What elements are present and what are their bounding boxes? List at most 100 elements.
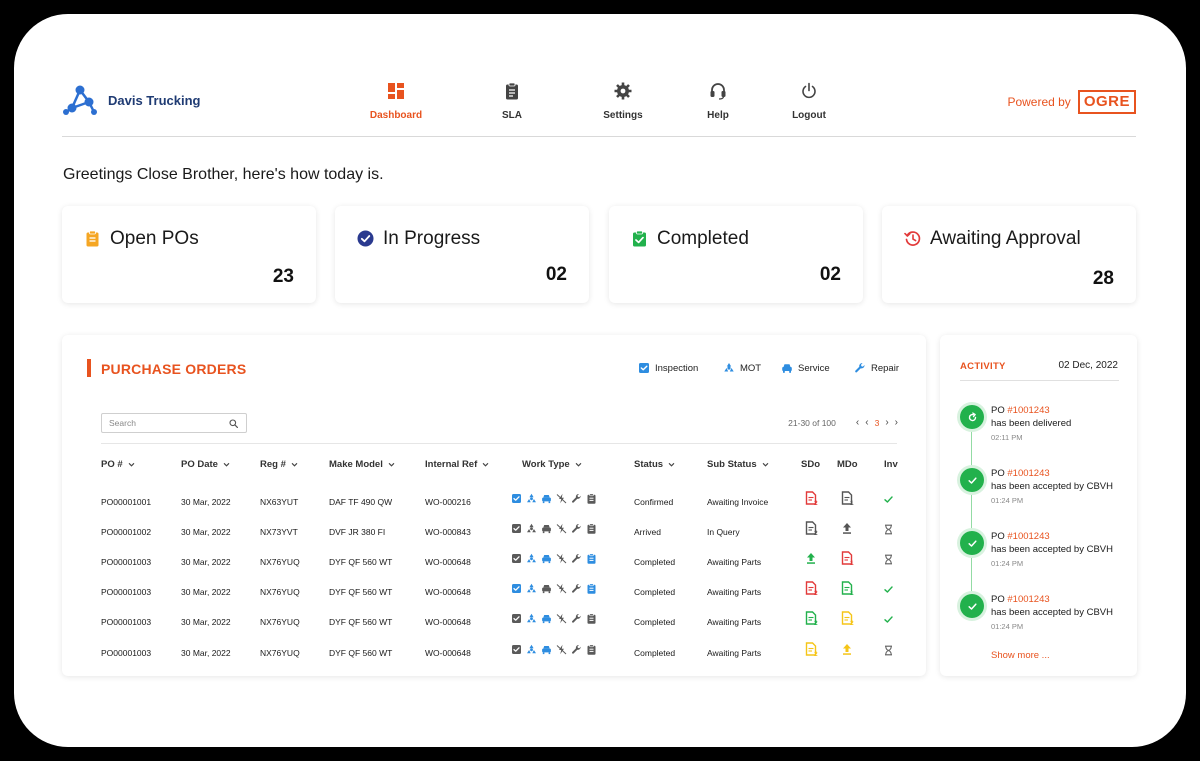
column-label: PO # (101, 459, 123, 470)
stat-card-in-progress[interactable]: In Progress 02 (335, 206, 589, 303)
column-header-internal-ref[interactable]: Internal Ref (425, 459, 489, 470)
stat-card-completed[interactable]: Completed 02 (609, 206, 863, 303)
cell-inv (883, 517, 895, 547)
last-page-button[interactable]: › (894, 417, 898, 428)
sdo-document[interactable]: 2 (805, 491, 821, 509)
mdo-document[interactable] (841, 521, 857, 539)
nav-help[interactable]: Help (678, 82, 758, 123)
upload-icon (807, 553, 815, 564)
document-icon (841, 581, 853, 595)
prev-page-button[interactable]: ‹ (865, 417, 869, 428)
nav-settings[interactable]: Settings (583, 82, 663, 123)
cell-make-model: DYF QF 560 WT (329, 587, 393, 597)
column-header-sdo[interactable]: SDo (801, 459, 820, 470)
cell-po-number: PO00001003 (101, 557, 152, 567)
sdo-document[interactable] (805, 551, 821, 569)
column-label: Make Model (329, 459, 383, 470)
cell-sdo: 2 (805, 487, 821, 517)
history-icon (904, 231, 921, 246)
vendor-logo: OGRE (1077, 90, 1136, 114)
table-row[interactable]: PO00001002 30 Mar, 2022 NX73YVT DVF JR 380 … (62, 517, 926, 547)
table-row[interactable]: PO00001003 30 Mar, 2022 NX76YUQ DYF QF 560 … (62, 638, 926, 668)
table-row[interactable]: PO00001001 30 Mar, 2022 NX63YUT DAF TF 490 … (62, 487, 926, 517)
work-type-icons (511, 613, 597, 624)
mdo-document[interactable] (841, 642, 857, 660)
stat-title: Completed (657, 228, 749, 249)
clipboard-icon (587, 523, 596, 534)
po-link[interactable]: #1001243 (1007, 594, 1050, 605)
sdo-document[interactable]: 2 (805, 611, 821, 629)
table-row[interactable]: PO00001003 30 Mar, 2022 NX76YUQ DYF QF 560 … (62, 577, 926, 607)
cell-internal-ref: WO-000648 (425, 617, 471, 627)
cell-sub-status: Awaiting Invoice (707, 497, 769, 507)
sdo-document[interactable]: 2 (805, 642, 821, 660)
redo-icon (968, 411, 976, 421)
mdo-document[interactable]: 1 (841, 491, 857, 509)
check-icon (884, 586, 893, 593)
powered-by-label: Powered by (1007, 95, 1071, 109)
mdo-document[interactable]: 1 (841, 581, 857, 599)
cell-status: Completed (634, 587, 676, 597)
nav-logout[interactable]: Logout (769, 82, 849, 123)
brand[interactable]: Davis Trucking (62, 82, 200, 118)
headset-icon (710, 83, 726, 100)
first-page-button[interactable]: ‹ (855, 417, 860, 428)
inspection-check-icon (639, 363, 649, 373)
cell-sub-status: Awaiting Parts (707, 557, 762, 567)
po-link[interactable]: #1001243 (1007, 468, 1050, 479)
column-header-status[interactable]: Status (634, 459, 675, 470)
work-type-icons (511, 644, 597, 655)
activity-heading: PO #1001243 (991, 594, 1050, 605)
cell-status: Completed (634, 557, 676, 567)
search-box[interactable] (101, 413, 247, 433)
stat-card-awaiting-approval[interactable]: Awaiting Approval 28 (882, 206, 1136, 303)
activity-status-dot (960, 531, 984, 555)
wrench-icon (572, 493, 581, 503)
sdo-document[interactable]: 2 (805, 521, 821, 539)
chevron-down-icon (482, 462, 489, 467)
cell-reg: NX76YUQ (260, 648, 300, 658)
sdo-document[interactable]: 2 (805, 581, 821, 599)
chevron-down-icon (575, 462, 582, 467)
table-row[interactable]: PO00001003 30 Mar, 2022 NX76YUQ DYF QF 560 … (62, 547, 926, 577)
column-header-po[interactable]: PO # (101, 459, 135, 470)
activity-text: has been accepted by CBVH (991, 481, 1113, 492)
search-input[interactable] (109, 418, 229, 428)
cell-po-number: PO00001003 (101, 587, 152, 597)
search-icon[interactable] (229, 418, 238, 428)
table-divider (101, 443, 897, 444)
nav-label: Help (707, 110, 729, 121)
timeline-line (971, 417, 972, 617)
next-page-button[interactable]: › (885, 417, 889, 428)
work-type-icons (511, 583, 597, 594)
inspection-check-icon (512, 524, 521, 533)
stat-card-open-pos[interactable]: Open POs 23 (62, 206, 316, 303)
document-count: 2 (814, 651, 818, 658)
activity-heading: PO #1001243 (991, 405, 1050, 416)
column-header-po-date[interactable]: PO Date (181, 459, 230, 470)
column-header-sub-status[interactable]: Sub Status (707, 459, 769, 470)
column-header-make-model[interactable]: Make Model (329, 459, 395, 470)
cell-inv (883, 487, 895, 517)
current-page[interactable]: 3 (874, 418, 880, 428)
nav-sla[interactable]: SLA (472, 82, 552, 123)
po-link[interactable]: #1001243 (1007, 531, 1050, 542)
activity-status-dot (960, 468, 984, 492)
chevron-down-icon (668, 462, 675, 467)
cell-sdo: 2 (805, 517, 821, 547)
hourglass-icon (885, 554, 892, 565)
show-more-link[interactable]: Show more ... (991, 650, 1050, 661)
mdo-document[interactable]: 2 (841, 611, 857, 629)
column-label: SDo (801, 459, 820, 470)
column-header-work-type[interactable]: Work Type (522, 459, 582, 470)
column-header-mdo[interactable]: MDo (837, 459, 858, 470)
table-row[interactable]: PO00001003 30 Mar, 2022 NX76YUQ DYF QF 560 … (62, 607, 926, 637)
column-header-reg[interactable]: Reg # (260, 459, 298, 470)
po-link[interactable]: #1001243 (1007, 405, 1050, 416)
mdo-document[interactable]: 1 (841, 551, 857, 569)
nav-dashboard[interactable]: Dashboard (356, 82, 436, 123)
brand-name: Davis Trucking (108, 92, 201, 108)
cell-reg: NX63YUT (260, 497, 299, 507)
column-header-inv[interactable]: Inv (884, 459, 898, 470)
document-icon (805, 611, 817, 625)
